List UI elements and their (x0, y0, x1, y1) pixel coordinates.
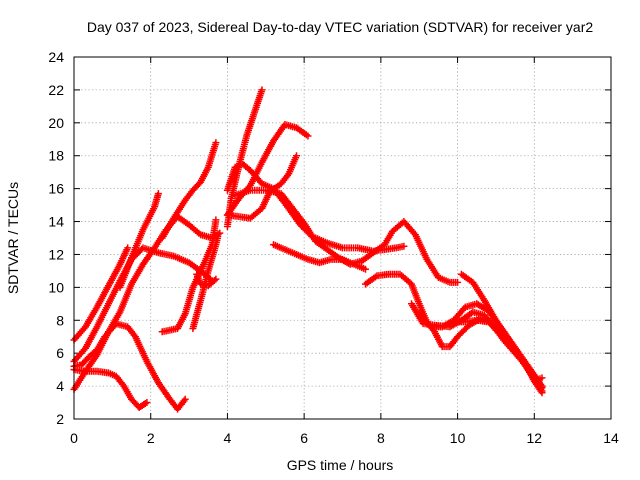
series-markers (158, 139, 220, 242)
chart-title: Day 037 of 2023, Sidereal Day-to-day VTE… (87, 19, 593, 35)
y-tick-label: 12 (48, 246, 64, 262)
x-tick-label: 2 (147, 430, 155, 446)
series-markers (193, 270, 220, 290)
series-markers (116, 190, 162, 291)
x-tick-label: 14 (603, 430, 619, 446)
x-tick-label: 10 (450, 430, 466, 446)
y-tick-label: 14 (48, 214, 64, 230)
series-9 (193, 270, 220, 290)
y-tick-label: 24 (48, 49, 64, 65)
plot-frame (73, 56, 612, 420)
y-tick-label: 10 (48, 279, 64, 295)
x-tick-label: 8 (377, 430, 385, 446)
x-tick-label: 4 (224, 430, 232, 446)
series-16 (270, 241, 369, 273)
y-tick-label: 6 (56, 345, 64, 361)
y-tick-label: 4 (56, 378, 64, 394)
series-6 (116, 190, 162, 291)
series-21 (450, 316, 546, 390)
series-18 (408, 300, 546, 395)
x-tick-label: 12 (526, 430, 542, 446)
series-10 (158, 139, 220, 242)
y-tick-label: 22 (48, 82, 64, 98)
x-tick-label: 0 (70, 430, 78, 446)
y-tick-label: 16 (48, 181, 64, 197)
y-axis-label: SDTVAR / TECUs (5, 182, 21, 294)
data-marks (70, 86, 546, 413)
x-tick-labels: 0 2 4 6 8 10 12 14 (70, 430, 619, 446)
y-tick-label: 8 (56, 312, 64, 328)
series-markers (408, 300, 546, 395)
x-tick-label: 6 (300, 430, 308, 446)
y-tick-label: 18 (48, 148, 64, 164)
series-markers (270, 241, 369, 273)
x-axis-label: GPS time / hours (287, 457, 394, 473)
y-tick-label: 20 (48, 115, 64, 131)
series-markers (450, 316, 546, 390)
y-tick-label: 2 (56, 411, 64, 427)
